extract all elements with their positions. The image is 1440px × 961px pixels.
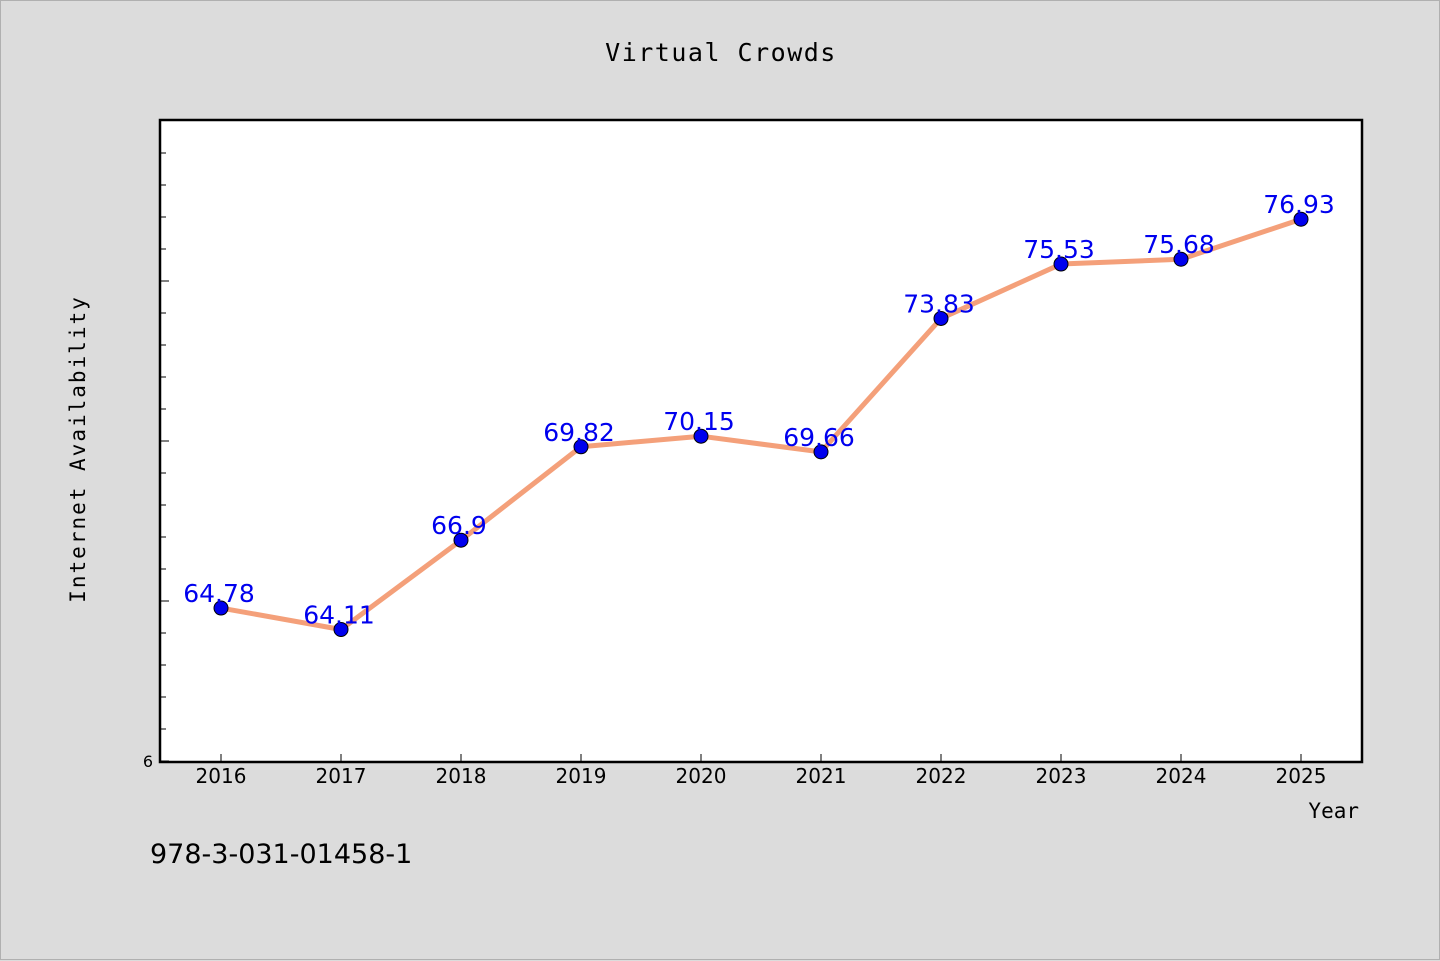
x-tick-label: 2017 bbox=[316, 764, 367, 788]
data-point bbox=[213, 600, 229, 616]
data-labels: 64.78 64.11 66.9 69.82 70.15 69.66 73.83 75.53 7… bbox=[183, 190, 1335, 629]
x-tick-label: 2018 bbox=[436, 764, 487, 788]
x-tick-label: 2023 bbox=[1036, 764, 1087, 788]
x-axis-label: Year bbox=[1308, 799, 1359, 823]
data-point bbox=[453, 532, 469, 548]
data-label: 69.66 bbox=[783, 423, 855, 452]
data-label: 73.83 bbox=[903, 289, 975, 318]
data-point bbox=[573, 439, 589, 455]
x-tick-label: 2016 bbox=[196, 764, 247, 788]
data-point bbox=[1053, 256, 1069, 272]
x-tick-label: 2020 bbox=[676, 764, 727, 788]
data-point bbox=[813, 444, 829, 460]
y-tick-label: 6 bbox=[143, 752, 153, 771]
x-tick-label: 2021 bbox=[796, 764, 847, 788]
data-label: 66.9 bbox=[431, 511, 487, 540]
data-label: 70.15 bbox=[663, 407, 735, 436]
data-point bbox=[1173, 251, 1189, 267]
data-point bbox=[693, 428, 709, 444]
x-tick-label: 2025 bbox=[1276, 764, 1327, 788]
data-label: 69.82 bbox=[543, 418, 615, 447]
x-axis-ticks: 2016 2017 2018 2019 2020 2021 2022 2023 2024 2025 bbox=[196, 754, 1327, 788]
data-label: 76.93 bbox=[1263, 190, 1335, 219]
data-label: 64.78 bbox=[183, 579, 255, 608]
x-tick-label: 2022 bbox=[916, 764, 967, 788]
data-point bbox=[333, 621, 349, 637]
data-point bbox=[933, 310, 949, 326]
plot-area bbox=[158, 118, 1364, 764]
x-tick-label: 2019 bbox=[556, 764, 607, 788]
series-line bbox=[218, 216, 1304, 632]
data-label: 64.11 bbox=[303, 600, 375, 629]
isbn-footer: 978-3-031-01458-1 bbox=[150, 839, 412, 870]
y-axis-label: Internet Availability bbox=[66, 295, 90, 603]
chart-title: Virtual Crowds bbox=[605, 38, 837, 67]
data-point bbox=[1293, 211, 1309, 227]
data-label: 75.53 bbox=[1023, 235, 1095, 264]
x-tick-label: 2024 bbox=[1156, 764, 1207, 788]
y-axis-ticks bbox=[161, 152, 169, 762]
series-line-group bbox=[213, 211, 1309, 637]
data-label: 75.68 bbox=[1143, 230, 1215, 259]
